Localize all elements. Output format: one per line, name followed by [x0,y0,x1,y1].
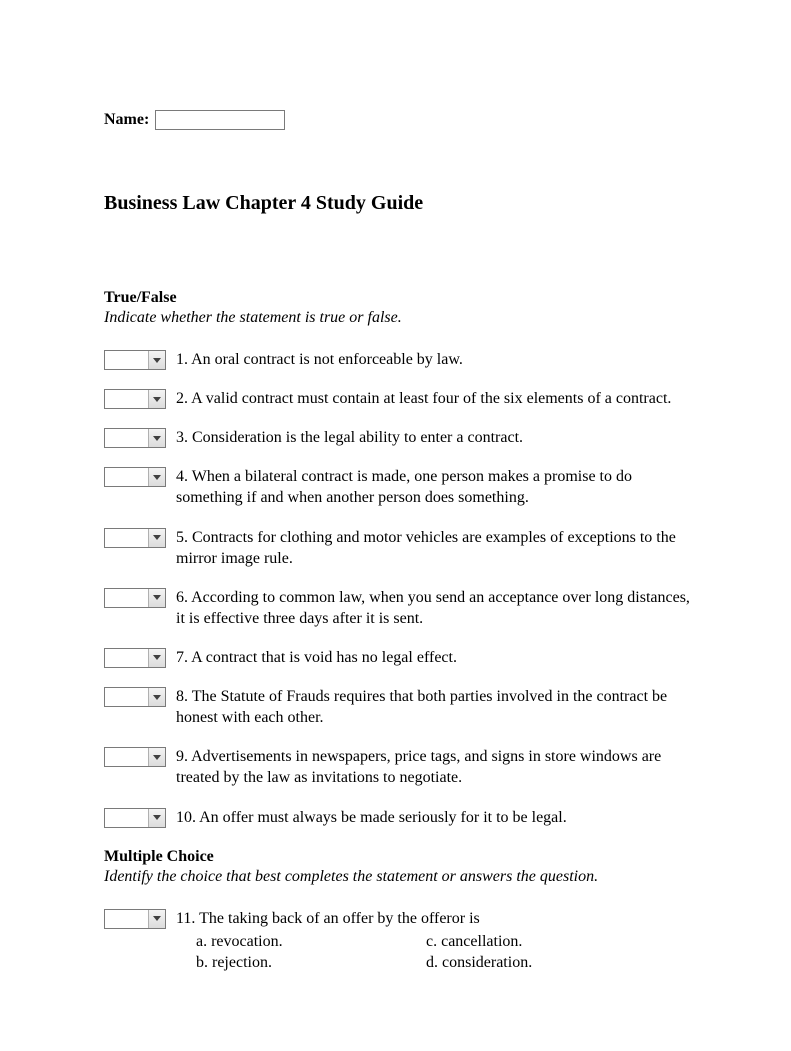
tf-answer-select-1[interactable] [104,350,166,370]
tf-question-text: 7. A contract that is void has no legal … [176,647,696,668]
mc-section: Multiple Choice Identify the choice that… [104,848,696,973]
tf-answer-select-2[interactable] [104,389,166,409]
mc-choice-c: c. cancellation. [426,931,656,952]
mc-choice-a: a. revocation. [196,931,426,952]
mc-choices: a. revocation.b. rejection.c. cancellati… [176,931,696,973]
tf-answer-select-3[interactable] [104,428,166,448]
tf-question-row: 2. A valid contract must contain at leas… [104,388,696,409]
tf-question-row: 1. An oral contract is not enforceable b… [104,349,696,370]
tf-question-text: 5. Contracts for clothing and motor vehi… [176,527,696,569]
tf-question-row: 4. When a bilateral contract is made, on… [104,466,696,508]
mc-question-body: 11. The taking back of an offer by the o… [176,908,696,973]
tf-question-row: 6. According to common law, when you sen… [104,587,696,629]
dropdown-field[interactable] [105,351,148,369]
tf-question-text: 8. The Statute of Frauds requires that b… [176,686,696,728]
mc-answer-select-1[interactable] [104,909,166,929]
mc-instruction: Identify the choice that best completes … [104,868,696,886]
tf-question-row: 3. Consideration is the legal ability to… [104,427,696,448]
dropdown-field[interactable] [105,809,148,827]
tf-answer-select-4[interactable] [104,467,166,487]
tf-question-row: 5. Contracts for clothing and motor vehi… [104,527,696,569]
dropdown-field[interactable] [105,529,148,547]
tf-question-text: 1. An oral contract is not enforceable b… [176,349,696,370]
tf-question-text: 4. When a bilateral contract is made, on… [176,466,696,508]
tf-question-row: 8. The Statute of Frauds requires that b… [104,686,696,728]
name-input[interactable] [155,110,285,130]
mc-questions: 11. The taking back of an offer by the o… [104,908,696,973]
chevron-down-icon[interactable] [148,390,165,408]
tf-answer-select-5[interactable] [104,528,166,548]
tf-answer-select-9[interactable] [104,747,166,767]
dropdown-field[interactable] [105,649,148,667]
page-title: Business Law Chapter 4 Study Guide [104,192,696,215]
tf-question-row: 7. A contract that is void has no legal … [104,647,696,668]
name-label: Name: [104,111,149,129]
chevron-down-icon[interactable] [148,809,165,827]
chevron-down-icon[interactable] [148,529,165,547]
mc-choice-d: d. consideration. [426,952,656,973]
mc-choice-col-2: c. cancellation.d. consideration. [426,931,656,973]
tf-question-text: 10. An offer must always be made serious… [176,807,696,828]
dropdown-field[interactable] [105,390,148,408]
chevron-down-icon[interactable] [148,748,165,766]
dropdown-field[interactable] [105,748,148,766]
tf-instruction: Indicate whether the statement is true o… [104,309,696,327]
dropdown-field[interactable] [105,589,148,607]
dropdown-field[interactable] [105,429,148,447]
mc-question-row: 11. The taking back of an offer by the o… [104,908,696,973]
chevron-down-icon[interactable] [148,910,165,928]
chevron-down-icon[interactable] [148,688,165,706]
dropdown-field[interactable] [105,688,148,706]
name-row: Name: [104,110,696,130]
tf-heading: True/False [104,289,696,307]
chevron-down-icon[interactable] [148,351,165,369]
tf-answer-select-6[interactable] [104,588,166,608]
dropdown-field[interactable] [105,910,148,928]
tf-answer-select-7[interactable] [104,648,166,668]
chevron-down-icon[interactable] [148,589,165,607]
tf-answer-select-8[interactable] [104,687,166,707]
tf-answer-select-10[interactable] [104,808,166,828]
tf-question-row: 10. An offer must always be made serious… [104,807,696,828]
mc-choice-col-1: a. revocation.b. rejection. [196,931,426,973]
tf-question-text: 2. A valid contract must contain at leas… [176,388,696,409]
dropdown-field[interactable] [105,468,148,486]
mc-choice-b: b. rejection. [196,952,426,973]
mc-heading: Multiple Choice [104,848,696,866]
tf-question-text: 9. Advertisements in newspapers, price t… [176,746,696,788]
chevron-down-icon[interactable] [148,468,165,486]
chevron-down-icon[interactable] [148,429,165,447]
tf-question-row: 9. Advertisements in newspapers, price t… [104,746,696,788]
page: Name: Business Law Chapter 4 Study Guide… [0,0,791,1051]
mc-question-stem: 11. The taking back of an offer by the o… [176,908,696,929]
chevron-down-icon[interactable] [148,649,165,667]
tf-questions: 1. An oral contract is not enforceable b… [104,349,696,828]
tf-question-text: 6. According to common law, when you sen… [176,587,696,629]
tf-question-text: 3. Consideration is the legal ability to… [176,427,696,448]
